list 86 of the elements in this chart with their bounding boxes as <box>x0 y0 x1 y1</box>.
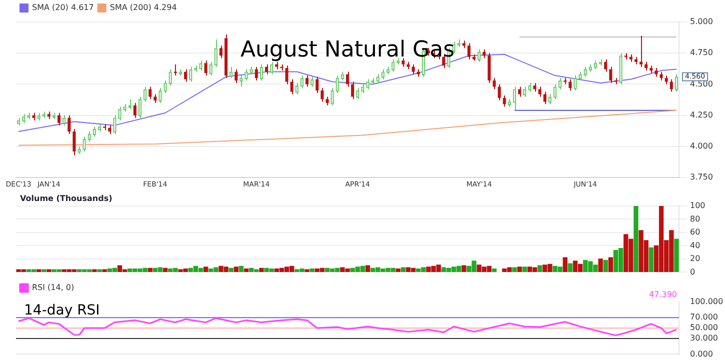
y-tick-label: 0 <box>690 267 696 276</box>
y-tick-label: 80 <box>690 214 700 224</box>
candlestick <box>498 84 501 101</box>
candlestick <box>72 128 76 156</box>
candlestick <box>254 66 258 82</box>
candlestick <box>670 78 673 92</box>
candlestick <box>68 114 71 135</box>
candlestick <box>538 86 542 98</box>
y-tick-label: 40 <box>690 240 700 250</box>
y-tick-label: 100 <box>690 201 706 210</box>
bar <box>674 238 679 272</box>
legend-label: RSI (14, 0) <box>32 283 74 292</box>
candlestick <box>320 87 324 102</box>
y-tick-label: 30.000 <box>690 334 718 343</box>
candlestick <box>290 78 294 95</box>
candlestick <box>219 45 222 59</box>
bar <box>148 268 152 272</box>
text: 47.390 <box>649 290 677 300</box>
bar <box>238 266 244 272</box>
bar <box>234 266 238 272</box>
candlestick <box>640 35 643 68</box>
y-tick-label: 70.000 <box>690 312 718 322</box>
bar <box>42 269 46 272</box>
candlestick <box>58 112 61 126</box>
bar <box>259 268 264 272</box>
candlestick <box>492 78 496 90</box>
bar <box>244 268 249 272</box>
bar <box>634 206 638 272</box>
bar <box>228 268 234 272</box>
bar <box>92 269 97 272</box>
bar <box>598 258 603 272</box>
y-tick-label: 50.000 <box>690 323 718 332</box>
candlestick <box>502 94 506 108</box>
candlestick <box>184 68 188 82</box>
bar <box>400 267 406 272</box>
y-tick-label: 5.000 <box>690 17 713 26</box>
candlestick <box>316 76 319 94</box>
y-tick-label: 4.000 <box>690 142 713 151</box>
y-tick-label: 4.750 <box>690 48 713 58</box>
bar <box>522 266 527 272</box>
y-tick-label: 20 <box>690 254 700 264</box>
candlestick <box>346 71 350 88</box>
candlestick <box>204 60 208 76</box>
bar <box>396 268 400 272</box>
bar <box>36 269 42 272</box>
candlestick <box>412 64 415 75</box>
bar <box>310 268 314 272</box>
candlestick <box>285 65 288 85</box>
y-tick-label: 0.000 <box>690 349 713 358</box>
candlestick <box>609 66 612 84</box>
chart-title: 14-day RSI <box>24 302 100 319</box>
bar <box>462 265 466 272</box>
bar <box>46 269 52 272</box>
bar <box>365 265 370 272</box>
bar <box>562 257 568 272</box>
candlestick <box>351 81 354 100</box>
bar <box>648 247 654 272</box>
candlestick <box>148 86 152 100</box>
bar <box>304 269 310 272</box>
y-tick-label: 4.250 <box>690 110 713 120</box>
chart-title: Volume (Thousands) <box>20 194 112 204</box>
candlestick <box>467 42 470 60</box>
y-tick-label: 60 <box>690 228 700 237</box>
candlestick <box>133 102 136 118</box>
bar <box>603 260 608 272</box>
bar <box>97 269 102 272</box>
bar <box>492 268 497 272</box>
bar <box>608 257 614 272</box>
candlestick <box>234 68 238 84</box>
bar <box>162 268 168 272</box>
bar <box>568 263 573 272</box>
bar <box>517 266 522 272</box>
candlestick <box>305 75 309 88</box>
legend-label: SMA (20) 4.617 <box>32 3 94 12</box>
candlestick <box>518 86 522 98</box>
y-tick-label: 3.750 <box>690 172 713 182</box>
candlestick <box>265 64 268 75</box>
candlestick <box>604 58 608 72</box>
bar <box>512 267 517 272</box>
bar <box>203 266 208 272</box>
candlestick <box>568 78 572 91</box>
bar <box>537 265 542 272</box>
candlestick <box>543 91 546 105</box>
bar <box>102 269 107 272</box>
legend-label: SMA (200) 4.294 <box>110 3 177 12</box>
y-tick-label: 100.000 <box>690 297 724 306</box>
